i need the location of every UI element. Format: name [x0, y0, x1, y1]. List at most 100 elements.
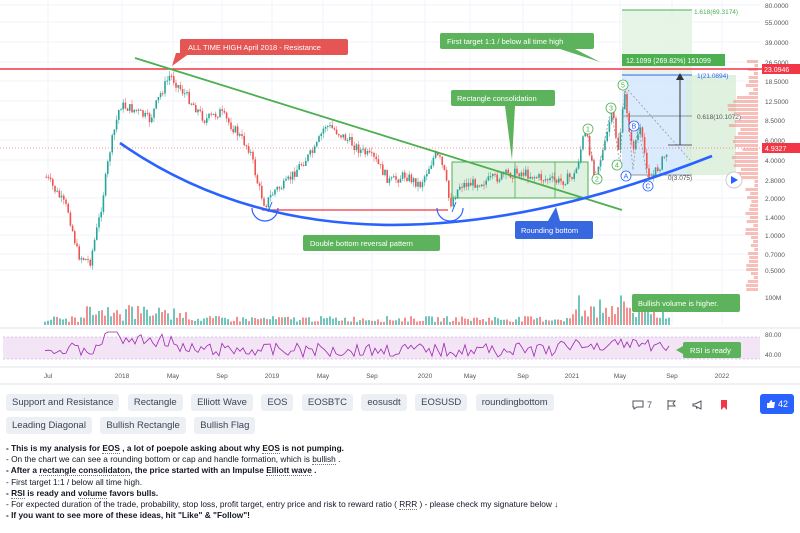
- time-axis-label: 2020: [418, 373, 433, 380]
- fib-label-zero: 0(3.075): [668, 175, 692, 182]
- bookmark-button[interactable]: [666, 399, 678, 411]
- annotation-rsi[interactable]: RSI is ready: [676, 342, 741, 358]
- tag-item[interactable]: Leading Diagonal: [6, 417, 92, 434]
- comment-icon: [632, 400, 644, 410]
- like-button[interactable]: 42: [760, 394, 794, 414]
- wave-label: 4: [615, 163, 619, 170]
- volume-profile: [727, 60, 758, 291]
- annotation-bull-volume[interactable]: Bullish volume is higher.: [632, 294, 740, 312]
- time-axis-label: 2022: [715, 373, 730, 380]
- wave-label: 3: [609, 106, 613, 113]
- tag-item[interactable]: Bullish Rectangle: [100, 417, 186, 434]
- time-axis-label: Sep: [216, 373, 228, 380]
- wave-label: A: [624, 174, 629, 181]
- rsi-band: [3, 337, 760, 359]
- tag-item[interactable]: roundingbottom: [475, 394, 554, 411]
- price-axis-label: 26.5000: [765, 60, 789, 67]
- price-axis-label: 2.0000: [765, 196, 785, 203]
- price-chart[interactable]: 1.618(69.3174) 1(21.0894) 0.618(10.1072)…: [0, 0, 800, 385]
- tag-item[interactable]: EOSUSD: [415, 394, 468, 411]
- double-bottom-arc-right: [436, 207, 464, 222]
- wave-label: 5: [621, 83, 625, 90]
- time-axis-label: Sep: [666, 373, 678, 380]
- wave-marker: [620, 170, 632, 182]
- price-axis-label: 0.5000: [765, 268, 785, 275]
- wave-label: 1: [586, 127, 590, 134]
- price-axis-label: 39.0000: [765, 40, 789, 47]
- wave-marker: [582, 123, 594, 135]
- tag-item[interactable]: Support and Resistance: [6, 394, 120, 411]
- time-axis-label: 2018: [115, 373, 130, 380]
- rsi-axis-40: 40.00: [765, 352, 782, 359]
- svg-text:First target 1:1 / below all t: First target 1:1 / below all time high: [447, 37, 563, 46]
- rounding-bottom-curve[interactable]: [119, 141, 713, 227]
- like-count: 42: [777, 399, 788, 409]
- elliott-wave-path: [586, 85, 650, 187]
- svg-text:Rectangle consolidation: Rectangle consolidation: [457, 94, 537, 103]
- save-button[interactable]: [718, 399, 730, 411]
- time-axis-label: May: [464, 373, 477, 380]
- wave-marker: [642, 180, 654, 192]
- price-axis-label: 6.0000: [765, 138, 785, 145]
- svg-text:ALL TIME HIGH April 2018 - Res: ALL TIME HIGH April 2018 - Resistance: [188, 43, 321, 52]
- price-axis-label: 8.5000: [765, 118, 785, 125]
- idea-description: - This is my analysis for EOS , a lot of…: [6, 443, 559, 521]
- wave-label: 2: [595, 177, 599, 184]
- price-axis-label: 12.5000: [765, 99, 789, 106]
- tag-item[interactable]: eosusdt: [361, 394, 407, 411]
- tag-item[interactable]: Bullish Flag: [194, 417, 256, 434]
- downtrend-line[interactable]: [134, 57, 623, 211]
- fib-label-top: 1.618(69.3174): [694, 9, 738, 16]
- fib-zone-green: [686, 75, 736, 175]
- time-axis-label: Jul: [44, 373, 53, 380]
- price-axis-label: 55.0000: [765, 20, 789, 27]
- annotation-ath[interactable]: ALL TIME HIGH April 2018 - Resistance: [172, 39, 348, 66]
- price-axis-label: 80.0000: [765, 3, 789, 10]
- fib-label-one: 1(21.0894): [697, 73, 728, 80]
- wave-marker: [628, 120, 640, 132]
- time-axis-label: Sep: [517, 373, 529, 380]
- idea-actions: 7: [632, 396, 744, 414]
- tag-list: Support and Resistance Rectangle Elliott…: [6, 392, 606, 438]
- price-axis-label: 1.4000: [765, 215, 785, 222]
- wave-label: B: [632, 124, 637, 131]
- tag-item[interactable]: EOS: [261, 394, 294, 411]
- comments-count: 7: [647, 400, 653, 410]
- comments-button[interactable]: 7: [632, 399, 652, 411]
- time-axis-label: May: [317, 373, 330, 380]
- tag-item[interactable]: EOSBTC: [301, 394, 353, 411]
- time-axis-label: May: [167, 373, 180, 380]
- price-axis-label: 18.5000: [765, 79, 789, 86]
- svg-text:Bullish volume is higher.: Bullish volume is higher.: [638, 299, 718, 308]
- price-axis-label: 0.7000: [765, 252, 785, 259]
- wave-marker: [605, 102, 617, 114]
- wave-marker: [591, 173, 603, 185]
- price-badge-current: 4.9327: [765, 146, 787, 153]
- svg-text:Rounding bottom: Rounding bottom: [521, 226, 578, 235]
- megaphone-icon: [692, 400, 702, 410]
- price-axis-label: 4.0000: [765, 158, 785, 165]
- time-axis-label: Sep: [366, 373, 378, 380]
- flag-icon: [667, 400, 677, 410]
- share-button[interactable]: [692, 399, 704, 411]
- fib-label-mid: 0.618(10.1072): [697, 114, 741, 121]
- price-axis-label: 1.0000: [765, 233, 785, 240]
- price-axis-label: 2.8000: [765, 178, 785, 185]
- annotation-double-bottom[interactable]: Double bottom reversal pattern: [303, 235, 440, 251]
- tag-item[interactable]: Rectangle: [127, 394, 183, 411]
- volume-axis-label: 100M: [765, 295, 781, 302]
- annotation-first-target[interactable]: First target 1:1 / below all time high: [440, 33, 600, 62]
- measure-label: 12.1099 (269.82%) 151099: [626, 58, 711, 65]
- wave-marker: [617, 79, 629, 91]
- thumbs-up-icon: [766, 400, 775, 408]
- annotation-rounding[interactable]: Rounding bottom: [515, 207, 593, 239]
- annotation-rectangle[interactable]: Rectangle consolidation: [451, 90, 555, 160]
- svg-text:Double bottom reversal pattern: Double bottom reversal pattern: [310, 239, 413, 248]
- rsi-line: [44, 331, 670, 359]
- price-badge-red: 23.0946: [764, 67, 789, 74]
- time-axis-label: May: [614, 373, 627, 380]
- tag-item[interactable]: Elliott Wave: [191, 394, 253, 411]
- wave-label: C: [645, 184, 650, 191]
- wave-marker: [611, 159, 623, 171]
- svg-text:RSI is ready: RSI is ready: [690, 346, 731, 355]
